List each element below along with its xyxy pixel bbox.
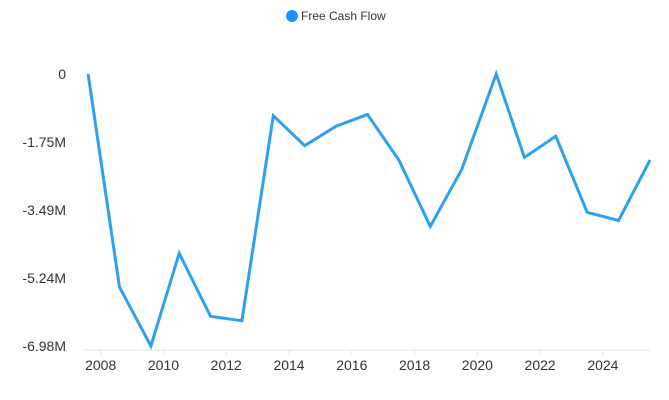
x-tick-label: 2022 — [525, 357, 556, 373]
y-tick-label: -1.75M — [22, 134, 66, 150]
series-line-free-cash-flow[interactable] — [86, 69, 652, 350]
legend-marker-free-cash-flow — [286, 10, 298, 22]
x-tick-label: 2008 — [85, 357, 116, 373]
x-tick-label: 2018 — [399, 357, 430, 373]
x-axis: 2008 2010 2012 2014 2016 2018 2020 2022 2024 — [85, 349, 650, 373]
legend-label-free-cash-flow: Free Cash Flow — [301, 9, 386, 23]
x-tick-label: 2024 — [587, 357, 618, 373]
y-tick-label: -5.24M — [22, 270, 66, 286]
y-tick-label: 0 — [58, 66, 66, 82]
y-tick-label: -6.98M — [22, 338, 66, 354]
x-tick-label: 2016 — [336, 357, 367, 373]
x-tick-label: 2020 — [462, 357, 493, 373]
y-tick-label: -3.49M — [22, 202, 66, 218]
x-tick-label: 2010 — [148, 357, 179, 373]
y-axis: 0 -1.75M -3.49M -5.24M -6.98M — [22, 66, 66, 354]
x-tick-label: 2012 — [211, 357, 242, 373]
x-tick-label: 2014 — [273, 357, 304, 373]
chart-legend[interactable]: Free Cash Flow — [286, 9, 386, 23]
plot-area — [86, 69, 652, 350]
